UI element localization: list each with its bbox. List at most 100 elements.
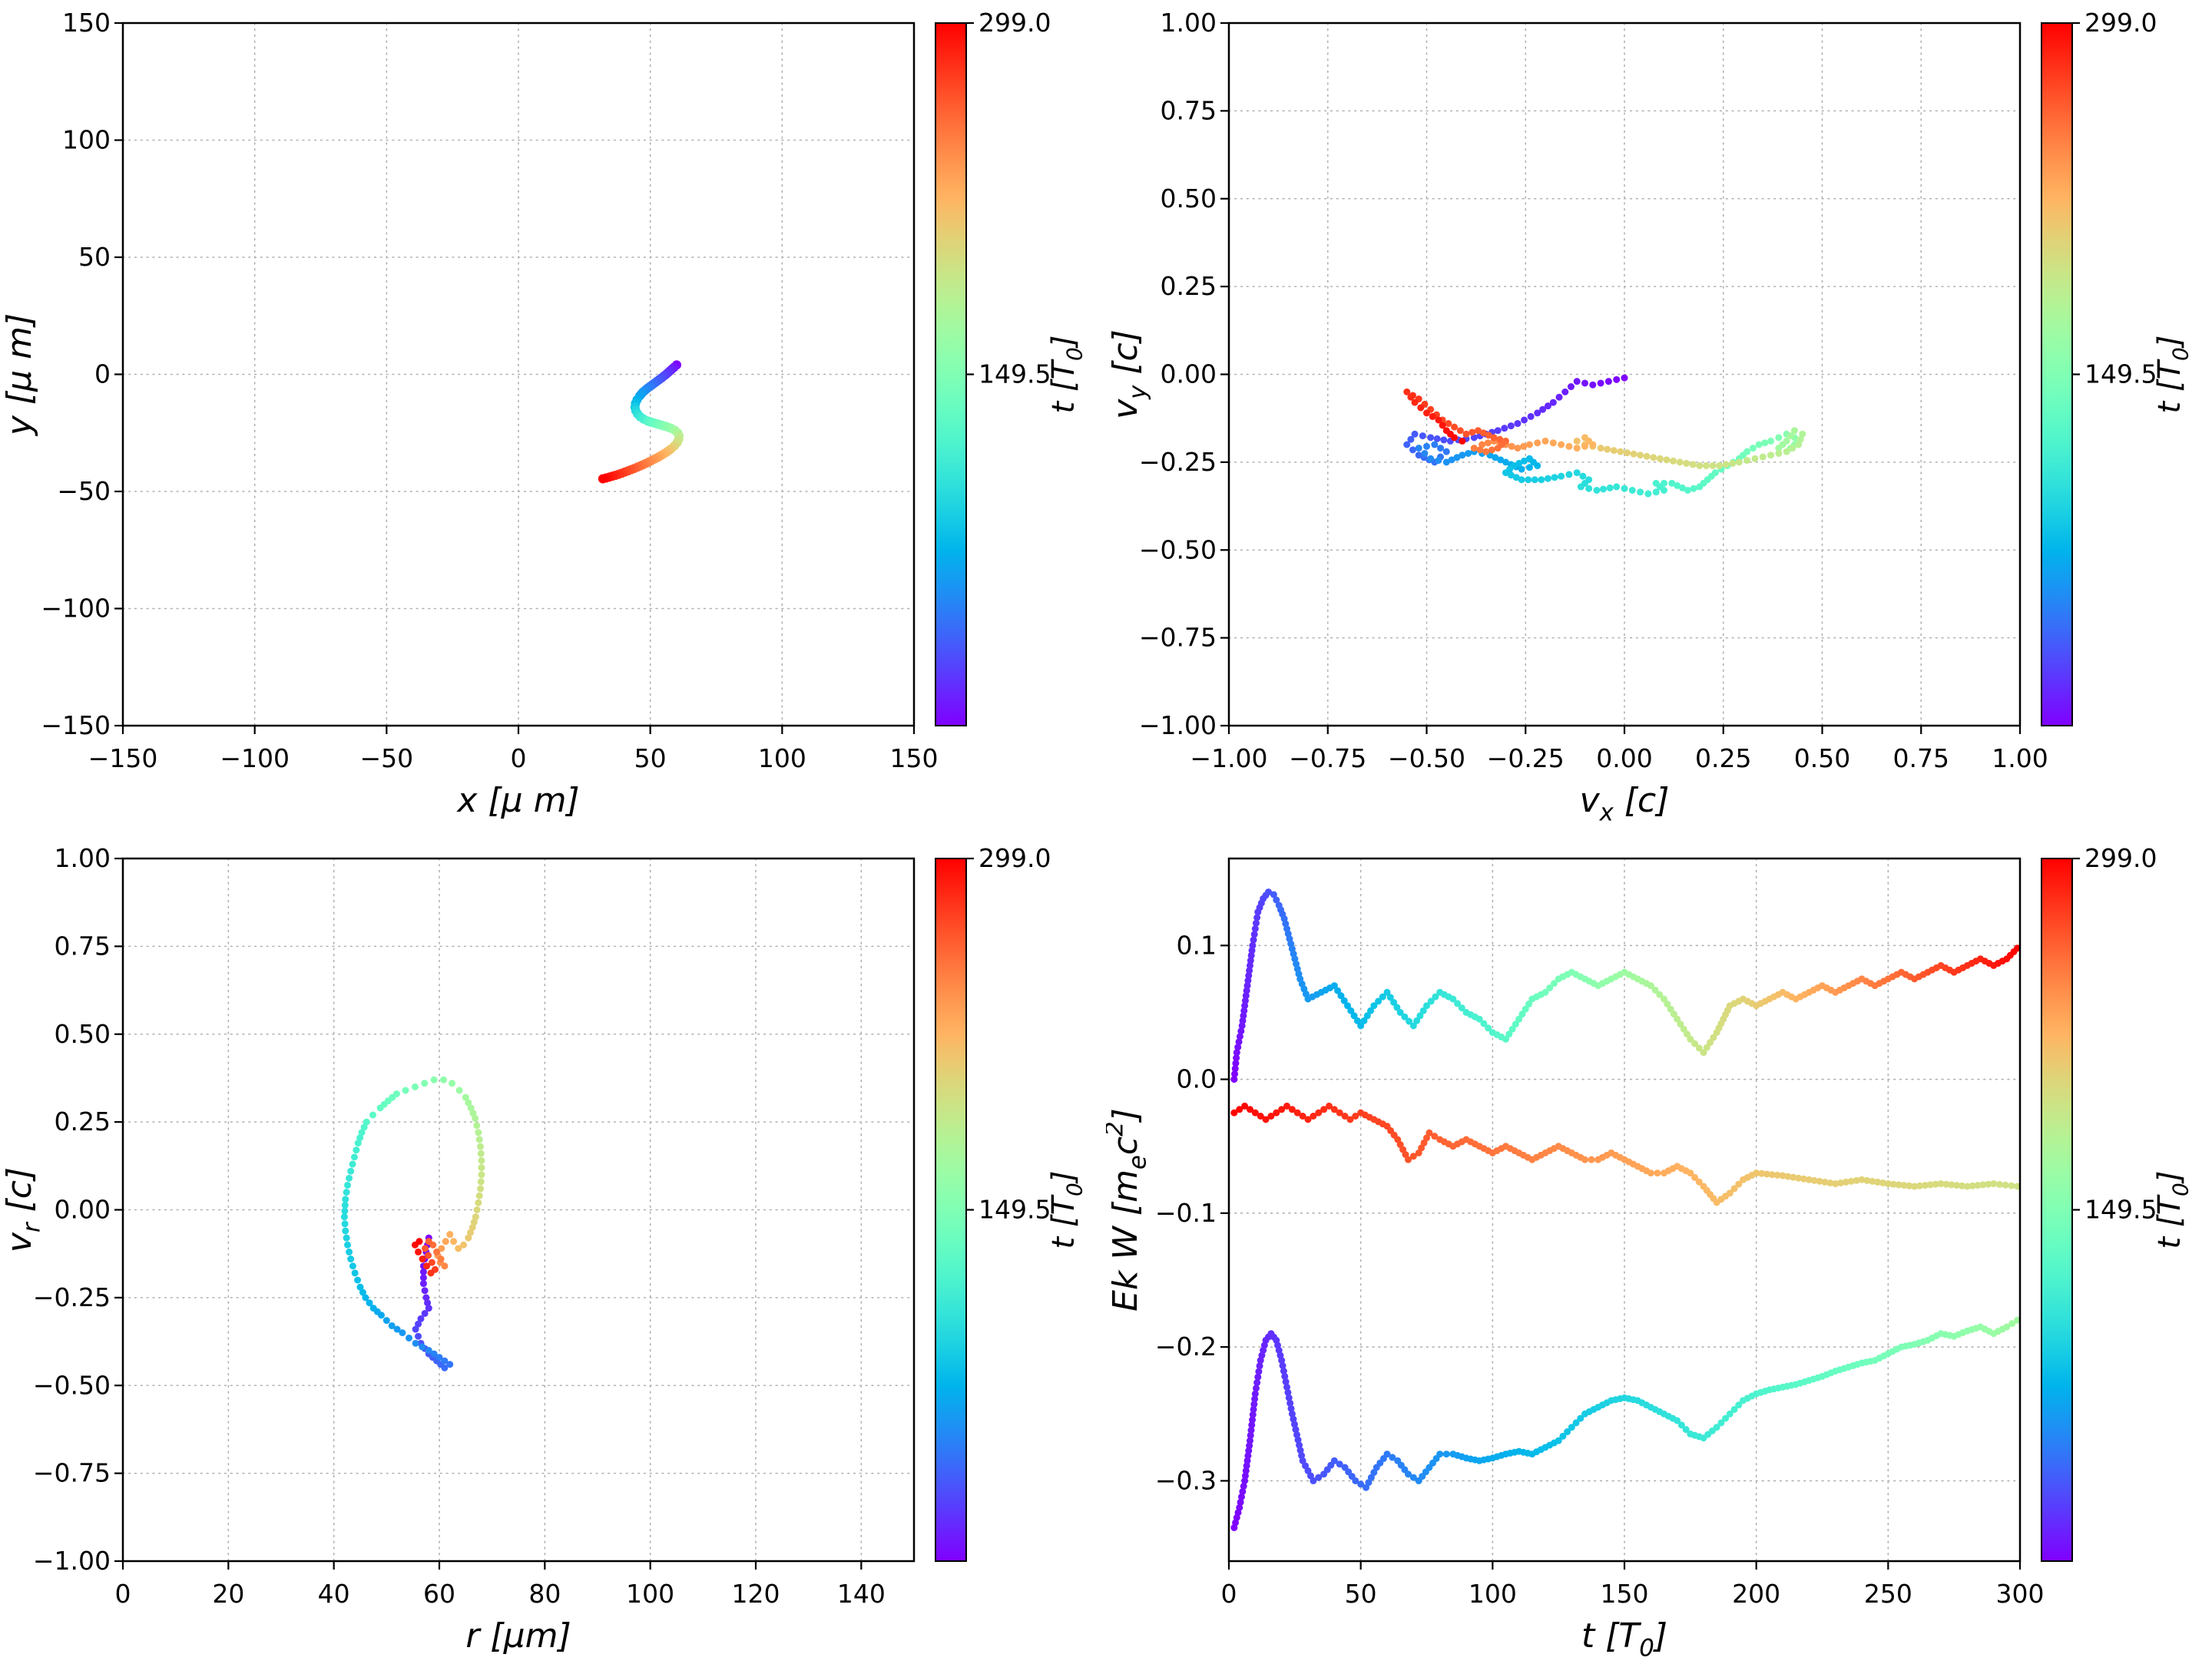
svg-text:50: 50 — [1345, 1579, 1377, 1609]
svg-text:0.00: 0.00 — [1596, 743, 1652, 773]
svg-text:−100: −100 — [41, 594, 111, 624]
svg-text:150: 150 — [890, 743, 939, 773]
svg-text:−0.75: −0.75 — [33, 1458, 111, 1488]
chart-background — [0, 0, 1106, 835]
svg-text:−0.50: −0.50 — [1388, 743, 1465, 773]
svg-text:200: 200 — [1732, 1579, 1780, 1609]
y-axis-label: y [μ m] — [0, 313, 39, 437]
svg-text:−0.1: −0.1 — [1155, 1198, 1217, 1228]
colorbar-gradient — [935, 858, 967, 1562]
colorbar-gradient — [935, 22, 967, 726]
x-axis-label: vx [c] — [1580, 781, 1670, 826]
colorbar-gradient — [2041, 858, 2073, 1562]
x-axis-label: t [T0] — [1581, 1616, 1667, 1662]
svg-text:−0.25: −0.25 — [1487, 743, 1565, 773]
colorbar: 299.0 149.5t [T0] — [2041, 8, 2193, 726]
svg-text:0.00: 0.00 — [55, 1195, 111, 1225]
y-axis: −1.00 −0.75 −0.50 −0.25 0.00 0.25 0.50 0.75 1.00… — [1106, 8, 1229, 740]
svg-text:20: 20 — [212, 1579, 244, 1609]
colorbar: 299.0 149.5t [T0] — [935, 8, 1087, 726]
svg-text:100: 100 — [62, 125, 111, 155]
panel-energy-time: 0 50 100 150 200 250 300 t [T0] 0.1 0.0 −0.1 −0.2 −0… — [1101, 835, 2212, 1671]
svg-text:100: 100 — [626, 1579, 674, 1609]
svg-text:1.00: 1.00 — [1992, 743, 2048, 773]
energy-work-vs-time-chart: 0 50 100 150 200 250 300 t [T0] 0.1 0.0 −0.1 −0.2 −0… — [1101, 835, 2212, 1671]
colorbar: 299.0 149.5t [T0] — [2041, 843, 2193, 1562]
svg-text:0.1: 0.1 — [1177, 930, 1217, 960]
chart-background — [0, 835, 1106, 1671]
x-axis-label: r [μm] — [465, 1616, 571, 1656]
colorbar: 299.0 149.5t [T0] — [935, 843, 1087, 1562]
svg-text:0.50: 0.50 — [55, 1019, 111, 1049]
svg-text:0.25: 0.25 — [1695, 743, 1751, 773]
x-axis: −150 −100 −50 0 50 100 150 x [μ m] — [88, 726, 939, 820]
svg-text:299.0: 299.0 — [2085, 8, 2157, 38]
svg-text:149.5: 149.5 — [979, 359, 1051, 389]
xy-trajectory-chart: −150 −100 −50 0 50 100 150 x [μ m] −150 −100 −50 0 5… — [0, 0, 1106, 835]
x-axis: −1.00 −0.75 −0.50 −0.25 0.00 0.25 0.50 0.75 1.00… — [1190, 726, 2048, 826]
data-points — [340, 1076, 485, 1371]
svg-text:100: 100 — [1469, 1579, 1517, 1609]
svg-text:299.0: 299.0 — [2085, 843, 2157, 873]
svg-text:0.50: 0.50 — [1161, 184, 1217, 213]
svg-text:0.50: 0.50 — [1794, 743, 1850, 773]
svg-text:−150: −150 — [88, 743, 158, 773]
svg-text:149.5: 149.5 — [2085, 359, 2157, 389]
svg-text:−50: −50 — [57, 476, 111, 506]
svg-text:80: 80 — [528, 1579, 561, 1609]
svg-text:150: 150 — [1601, 1579, 1649, 1609]
svg-text:−50: −50 — [360, 743, 414, 773]
y-axis: −1.00 −0.75 −0.50 −0.25 0.00 0.25 0.50 0.75 1.00… — [0, 843, 123, 1576]
chart-background — [1106, 0, 2212, 835]
svg-text:0: 0 — [511, 743, 527, 773]
panel-vx-vy: −1.00 −0.75 −0.50 −0.25 0.00 0.25 0.50 0.75 1.00… — [1106, 0, 2212, 835]
svg-text:100: 100 — [758, 743, 806, 773]
svg-text:149.5: 149.5 — [2085, 1195, 2157, 1225]
data-points — [598, 360, 684, 484]
svg-text:0.75: 0.75 — [1893, 743, 1949, 773]
svg-text:0.75: 0.75 — [55, 931, 111, 961]
svg-text:0.00: 0.00 — [1161, 359, 1217, 389]
grid-lines — [1228, 858, 2021, 1562]
svg-text:0.25: 0.25 — [1161, 271, 1217, 301]
colorbar-gradient — [2041, 22, 2073, 726]
svg-text:−0.25: −0.25 — [33, 1282, 111, 1312]
y-axis: 0.1 0.0 −0.1 −0.2 −0.3 Ek W [mec2] — [1101, 930, 1229, 1495]
svg-text:−0.75: −0.75 — [1289, 743, 1366, 773]
x-axis-label: x [μ m] — [455, 781, 579, 820]
y-axis: −150 −100 −50 0 50 100 150 y [μ m] — [0, 8, 123, 740]
chart-background — [1106, 835, 2212, 1671]
svg-text:60: 60 — [423, 1579, 455, 1609]
svg-text:−1.00: −1.00 — [1139, 710, 1217, 740]
svg-text:0.75: 0.75 — [1161, 95, 1217, 125]
svg-text:150: 150 — [62, 8, 111, 38]
svg-text:250: 250 — [1864, 1579, 1912, 1609]
x-axis: 0 20 40 60 80 100 120 140 r [μm] — [115, 1561, 886, 1656]
panel-xy-trajectory: −150 −100 −50 0 50 100 150 x [μ m] −150 −100 −50 0 5… — [0, 0, 1106, 835]
svg-text:1.00: 1.00 — [1161, 8, 1217, 38]
svg-text:120: 120 — [732, 1579, 780, 1609]
data-points — [1230, 888, 2022, 1531]
svg-text:−0.75: −0.75 — [1139, 623, 1217, 653]
svg-text:299.0: 299.0 — [979, 843, 1051, 873]
vx-vy-chart: −1.00 −0.75 −0.50 −0.25 0.00 0.25 0.50 0.75 1.00… — [1106, 0, 2212, 835]
svg-text:300: 300 — [1996, 1579, 2045, 1609]
svg-text:140: 140 — [837, 1579, 886, 1609]
svg-text:0.25: 0.25 — [55, 1107, 111, 1136]
y-axis-label: Ek W [mec2] — [1106, 1108, 1151, 1312]
svg-text:0: 0 — [115, 1579, 131, 1609]
svg-text:1.00: 1.00 — [55, 843, 111, 873]
svg-text:50: 50 — [634, 743, 667, 773]
y-axis-label: vy [c] — [1106, 329, 1151, 419]
svg-text:0.0: 0.0 — [1177, 1064, 1217, 1094]
svg-text:−0.50: −0.50 — [1139, 534, 1217, 564]
svg-text:−1.00: −1.00 — [33, 1546, 111, 1576]
svg-text:−0.50: −0.50 — [33, 1370, 111, 1400]
colorbar-label: t [T0] — [1046, 1171, 1087, 1249]
panel-r-vr: 0 20 40 60 80 100 120 140 r [μm] −1.00 −0.75 −0.50−… — [0, 835, 1106, 1671]
colorbar-label: t [T0] — [1046, 336, 1087, 414]
svg-text:40: 40 — [318, 1579, 350, 1609]
svg-text:−0.2: −0.2 — [1155, 1332, 1217, 1361]
svg-text:−100: −100 — [220, 743, 290, 773]
